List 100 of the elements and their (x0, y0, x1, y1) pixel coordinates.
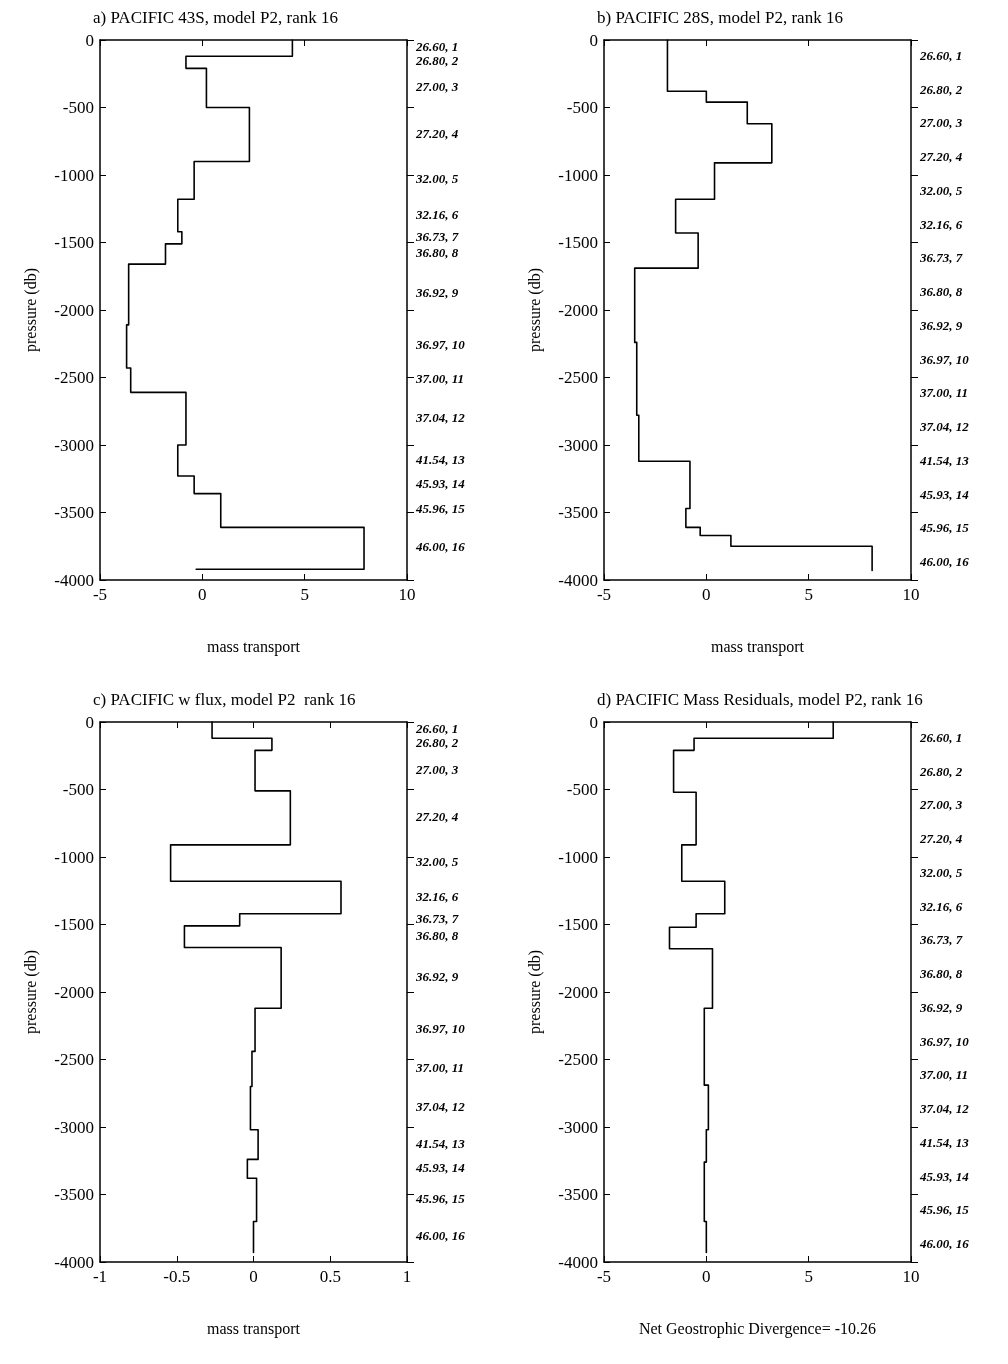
y-tick-label: -1000 (54, 847, 94, 867)
x-tick-label: 0 (249, 1267, 258, 1286)
y-tick-label: -1500 (558, 233, 598, 252)
y-tick-label: -4000 (558, 1252, 598, 1272)
y-tick-label: -3000 (54, 1117, 94, 1137)
text: 41.54, 13 (415, 1135, 466, 1151)
y-tick-label: -1500 (54, 915, 94, 934)
text: 27.20, 4 (415, 808, 459, 824)
y-tick-label: -3500 (54, 1185, 94, 1204)
text: 45.93, 14 (919, 486, 970, 502)
y-tick-label: 0 (85, 712, 94, 732)
y-tick-label: -1000 (54, 165, 94, 185)
x-tick-label: 5 (300, 585, 309, 604)
text: 36.97, 10 (919, 351, 970, 367)
text: 26.60, 1 (919, 47, 963, 63)
text: 27.00, 3 (415, 761, 459, 777)
text: 32.16, 6 (919, 898, 963, 914)
text: 27.20, 4 (919, 831, 963, 847)
text: 36.92, 9 (415, 968, 459, 984)
x-tick-label: 0 (702, 585, 711, 604)
text: 32.16, 6 (415, 888, 459, 904)
text: 45.96, 15 (415, 501, 466, 517)
text: 27.00, 3 (919, 797, 963, 813)
x-tick-label: -5 (596, 585, 612, 604)
y-tick-label: -2000 (558, 300, 598, 320)
text: 46.00, 16 (415, 1228, 466, 1244)
x-axis-title: mass transport (207, 637, 301, 656)
text: 37.00, 11 (415, 1059, 465, 1075)
text: 26.80, 2 (919, 763, 963, 779)
text: 26.80, 2 (919, 81, 963, 97)
text: 32.00, 5 (919, 182, 963, 198)
y-tick-label: -4000 (54, 1252, 94, 1272)
text: 26.80, 2 (415, 735, 459, 751)
text: 36.73, 7 (919, 250, 963, 266)
y-tick-label: -2000 (558, 982, 598, 1002)
text: 37.00, 11 (415, 371, 465, 387)
x-tick-label: 10 (398, 585, 416, 604)
text: 36.97, 10 (415, 337, 466, 353)
y-tick-label: -3500 (54, 503, 94, 522)
y-tick-label: -2500 (558, 368, 598, 387)
y-tick-label: 0 (589, 30, 598, 50)
text: 45.93, 14 (415, 1159, 466, 1175)
text: 36.92, 9 (415, 285, 459, 301)
x-tick-label: 0 (702, 1267, 711, 1286)
text: 36.80, 8 (919, 966, 963, 982)
x-tick-label: -0.5 (163, 1267, 191, 1286)
y-axis-title: pressure (db) (525, 950, 544, 1034)
x-tick-label: 1 (402, 1267, 412, 1286)
text: 41.54, 13 (919, 1134, 970, 1150)
text: 36.80, 8 (415, 927, 459, 943)
x-tick-label: -1 (92, 1267, 108, 1286)
text: 36.80, 8 (415, 244, 459, 260)
y-axis-title: pressure (db) (525, 268, 544, 352)
text: 32.00, 5 (415, 171, 459, 187)
text: 27.00, 3 (919, 115, 963, 131)
x-tick-label: 10 (902, 1267, 920, 1286)
x-tick-label: 10 (902, 585, 920, 604)
text: 36.97, 10 (415, 1020, 466, 1036)
x-tick-label: -5 (596, 1267, 612, 1286)
x-axis-title: Net Geostrophic Divergence= -10.26 (638, 1319, 877, 1338)
text: 36.97, 10 (919, 1033, 970, 1049)
text: 26.60, 1 (415, 721, 459, 737)
text: 45.96, 15 (415, 1190, 466, 1206)
y-tick-label: -3000 (54, 435, 94, 455)
y-tick-label: -3500 (558, 503, 598, 522)
x-tick-label: 0.5 (319, 1267, 341, 1286)
x-tick-label: 5 (804, 1267, 813, 1286)
text: 41.54, 13 (415, 451, 466, 467)
text: 26.60, 1 (415, 39, 459, 55)
text: 32.00, 5 (415, 854, 459, 870)
y-tick-label: -3500 (558, 1185, 598, 1204)
y-tick-label: -2000 (54, 300, 94, 320)
text: 45.93, 14 (919, 1168, 970, 1184)
x-tick-label: -5 (92, 585, 108, 604)
text: 36.73, 7 (919, 932, 963, 948)
text: 36.73, 7 (415, 910, 459, 926)
y-tick-label: -1000 (558, 847, 598, 867)
x-tick-label: 5 (804, 585, 813, 604)
y-tick-label: -500 (62, 780, 94, 799)
y-tick-label: -1500 (558, 915, 598, 934)
text: 37.04, 12 (919, 419, 970, 435)
y-axis-title: pressure (db) (21, 268, 40, 352)
y-tick-label: -2500 (558, 1050, 598, 1069)
y-tick-label: -1000 (558, 165, 598, 185)
text: 45.93, 14 (415, 475, 466, 491)
text: 27.20, 4 (919, 149, 963, 165)
y-tick-label: -3000 (558, 1117, 598, 1137)
text: 32.16, 6 (919, 216, 963, 232)
text: 36.92, 9 (919, 999, 963, 1015)
text: 46.00, 16 (919, 1236, 970, 1252)
text: 36.92, 9 (919, 317, 963, 333)
chart-title: a) PACIFIC 43S, model P2, rank 16 (93, 8, 338, 27)
text: 37.04, 12 (415, 1099, 466, 1115)
y-tick-label: -4000 (558, 570, 598, 590)
y-tick-label: 0 (85, 30, 94, 50)
text: 36.73, 7 (415, 228, 459, 244)
text: 41.54, 13 (919, 452, 970, 468)
y-tick-label: -4000 (54, 570, 94, 590)
text: 26.80, 2 (415, 53, 459, 69)
text: 45.96, 15 (919, 1202, 970, 1218)
